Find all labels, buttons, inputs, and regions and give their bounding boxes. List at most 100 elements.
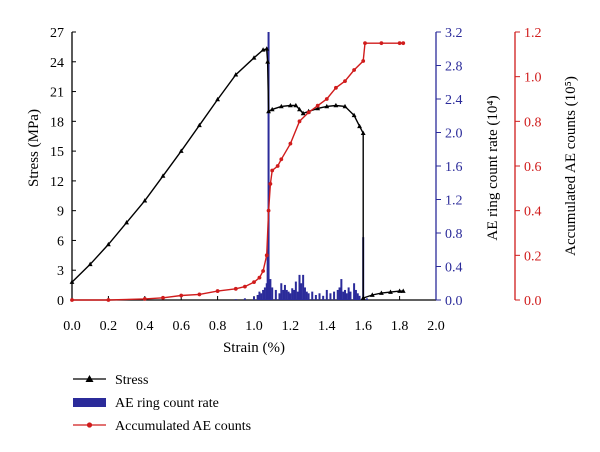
ae-accum-point <box>252 280 256 285</box>
ae-rate-bar <box>285 289 288 300</box>
stress-tick-label: 18 <box>50 115 64 130</box>
x-tick-label: 2.0 <box>427 319 445 334</box>
ae-rate-bar <box>282 289 285 300</box>
ae-accum-line <box>72 42 404 301</box>
ae-accum-point <box>363 41 367 46</box>
ae-accum-point <box>233 286 238 291</box>
stress-line <box>71 47 404 299</box>
ae-rate-tick-label: 1.2 <box>445 194 463 209</box>
ae-rate-bar <box>293 289 296 300</box>
stress-point <box>197 122 202 128</box>
legend-stress-label: Stress <box>115 373 148 388</box>
ae-rate-tick-label: 3.2 <box>445 26 463 41</box>
ae-rate-bar <box>358 295 361 300</box>
ae-rate-bar <box>302 274 305 300</box>
plot-area: 0.0 0.2 0.4 0.6 0.8 1.0 1.2 1.4 1.6 1.8 2.0 0 3 6 9 12 1… <box>50 26 542 334</box>
ae-accum-point <box>297 119 302 124</box>
ae-accum-point <box>261 269 265 273</box>
stress-tick-label: 6 <box>57 234 64 249</box>
ae-rate-bar <box>274 289 277 300</box>
ae-rate-bar <box>303 287 306 300</box>
legend-ae-rate-swatch <box>73 398 106 407</box>
ae-rate-bar <box>305 291 308 300</box>
stress-point <box>288 102 293 108</box>
ae-rate-bar <box>354 289 357 300</box>
stress-point <box>397 288 402 293</box>
x-tick-label: 0.6 <box>172 319 190 334</box>
x-tick-label: 0.8 <box>209 319 227 334</box>
x-tick-label: 1.2 <box>282 319 300 334</box>
ae-rate-bar <box>353 283 356 300</box>
ae-rate-bar <box>289 293 292 300</box>
ae-accum-point <box>179 293 184 298</box>
ae-rate-bar <box>338 287 341 300</box>
ae-accum-axis-title: Accumulated AE counts (10⁵) <box>563 76 579 256</box>
ae-rate-bar <box>267 32 270 300</box>
stress-point <box>269 106 275 112</box>
legend-item-stress: Stress <box>73 373 148 388</box>
stress-point <box>178 148 184 153</box>
ae-rate-tick-label: 0.8 <box>445 227 463 242</box>
ae-rate-bar <box>336 289 339 300</box>
ae-rate-bar <box>258 291 261 300</box>
legend-item-ae-rate: AE ring count rate <box>73 396 219 411</box>
stress-point <box>379 290 384 295</box>
stress-point <box>297 106 302 112</box>
ae-accum-tick-label: 0.0 <box>524 294 542 309</box>
stress-tick-label: 0 <box>57 294 64 309</box>
ae-accum-tick-label: 1.2 <box>524 26 542 41</box>
ae-rate-bar <box>314 294 317 300</box>
ae-rate-bar <box>287 291 290 300</box>
ae-rate-bar <box>271 287 274 300</box>
ae-rate-bar <box>262 289 265 300</box>
ae-rate-bar <box>311 291 314 300</box>
x-tick-label: 0.4 <box>136 319 154 334</box>
ae-rate-bar <box>325 289 328 300</box>
stress-point <box>124 219 129 225</box>
ae-accum-point <box>161 295 165 300</box>
ae-accum-tick-label: 0.4 <box>524 205 542 220</box>
ae-rate-axis: AE ring count rate (10⁴) <box>485 95 501 240</box>
legend-item-ae-accum: Accumulated AE counts <box>73 419 251 434</box>
ae-accum-point <box>70 298 74 302</box>
ae-accum-point <box>215 289 220 293</box>
stress-point <box>265 59 271 64</box>
ae-rate-bar <box>294 281 297 300</box>
ae-rate-bar <box>365 298 368 300</box>
ae-accum-point <box>361 59 366 63</box>
ae-accum-point <box>264 253 269 258</box>
stress-point <box>233 72 239 77</box>
ae-accum-point <box>142 296 147 301</box>
ae-accum-point <box>197 292 202 297</box>
ae-rate-bar <box>347 287 350 300</box>
ae-accum-point <box>268 181 273 186</box>
ae-rate-bar <box>340 279 343 300</box>
ae-accum-point <box>288 141 293 146</box>
ae-rate-bar <box>243 298 246 300</box>
stress-tick-label: 21 <box>50 86 64 101</box>
ae-rate-bar <box>263 287 266 300</box>
ae-accum-point <box>257 275 262 280</box>
stress-point <box>324 103 330 109</box>
ae-accum-point <box>397 41 402 46</box>
stress-point <box>300 110 306 116</box>
x-tick-label: 0.0 <box>63 319 81 334</box>
stress-point <box>360 295 366 300</box>
ae-rate-bar <box>300 283 303 300</box>
stress-point <box>106 241 111 247</box>
legend: Stress AE ring count rate Accumulated AE… <box>73 373 251 434</box>
ae-rate-bar <box>256 294 259 300</box>
ae-rate-bar <box>342 291 345 300</box>
stress-point <box>264 46 270 51</box>
stress-point <box>333 102 339 108</box>
ae-accum-point <box>324 97 329 101</box>
stress-tick-label: 27 <box>50 26 64 41</box>
ae-rate-tick-label: 2.4 <box>445 93 463 108</box>
stress-point <box>160 173 166 178</box>
ae-accum-point <box>243 284 247 289</box>
stress-point <box>215 96 220 102</box>
legend-stress-marker <box>85 375 94 382</box>
stress-point <box>315 105 321 111</box>
ae-rate-tick-label: 2.8 <box>445 60 463 75</box>
